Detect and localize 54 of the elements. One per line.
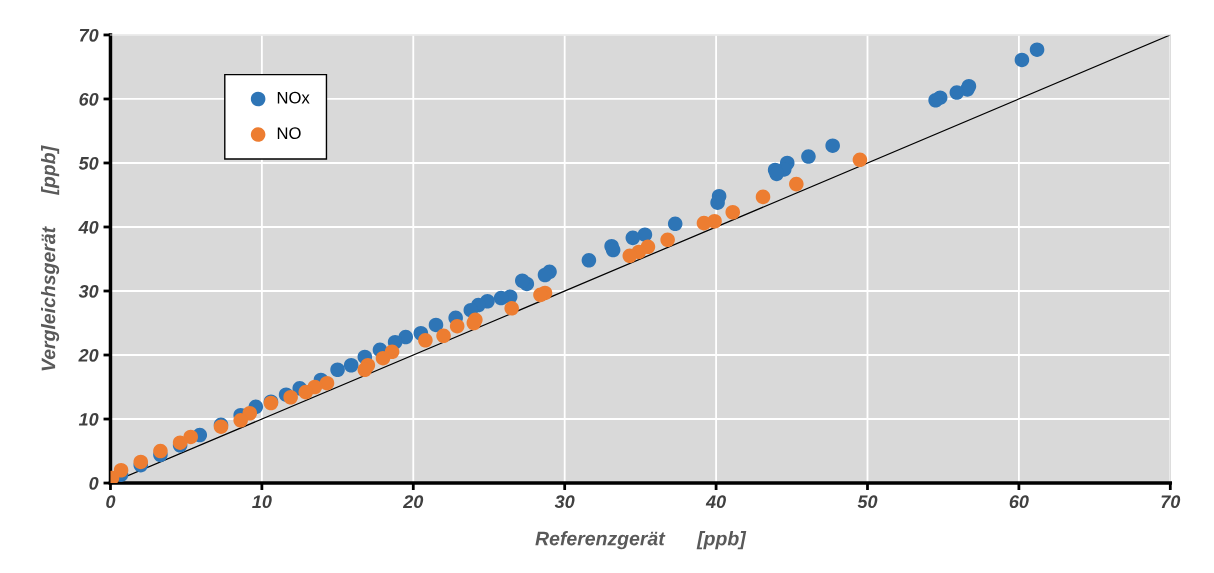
point (153, 443, 168, 459)
y-tick-label: 50 (78, 156, 99, 170)
x-tick-label: 20 (402, 495, 424, 509)
point (298, 384, 314, 400)
point (667, 216, 683, 232)
x-tick-label: 0 (106, 495, 116, 509)
x-tick-label: 60 (1009, 495, 1029, 509)
point (852, 152, 868, 168)
x-axis-title: Referenzgerät [ppb] (535, 531, 747, 550)
y-tick-label: 10 (78, 412, 99, 426)
x-tick-label: 40 (705, 495, 726, 509)
point (418, 333, 433, 348)
point (504, 301, 519, 316)
point (449, 318, 465, 334)
point (375, 350, 391, 366)
y-tick-label: 0 (89, 476, 99, 490)
y-tick-label: 20 (78, 348, 99, 362)
y-axis-title: Vergleichsgerät [ppb] (41, 145, 60, 371)
legend-label: NOx (277, 91, 310, 104)
y-tick-label: 60 (79, 92, 99, 106)
point (343, 357, 359, 373)
point (533, 287, 548, 303)
x-tick-label: 50 (857, 495, 878, 509)
point (283, 389, 298, 405)
point (660, 232, 675, 248)
point (949, 85, 965, 100)
point (1014, 52, 1030, 68)
point (436, 328, 451, 344)
x-tick-label: 10 (252, 495, 272, 509)
point (357, 362, 373, 378)
point (581, 252, 597, 268)
point (319, 375, 335, 391)
point (330, 362, 345, 378)
y-tick-label: 70 (79, 28, 99, 42)
point (625, 230, 641, 246)
y-tick-label: 30 (78, 284, 99, 298)
point (537, 267, 553, 283)
point (233, 413, 248, 428)
x-tick-label: 70 (1161, 495, 1181, 509)
point (928, 92, 943, 108)
x-tick-label: 30 (554, 495, 575, 509)
point (801, 149, 816, 164)
legend-label: NO (277, 127, 301, 140)
point (825, 138, 840, 153)
point (515, 273, 530, 289)
y-tick-label: 40 (78, 220, 99, 234)
point (622, 248, 638, 264)
point (755, 189, 771, 205)
point (1029, 42, 1045, 57)
point (696, 215, 712, 231)
point (183, 429, 198, 445)
point (789, 176, 804, 192)
point (428, 317, 444, 333)
point (725, 204, 741, 220)
